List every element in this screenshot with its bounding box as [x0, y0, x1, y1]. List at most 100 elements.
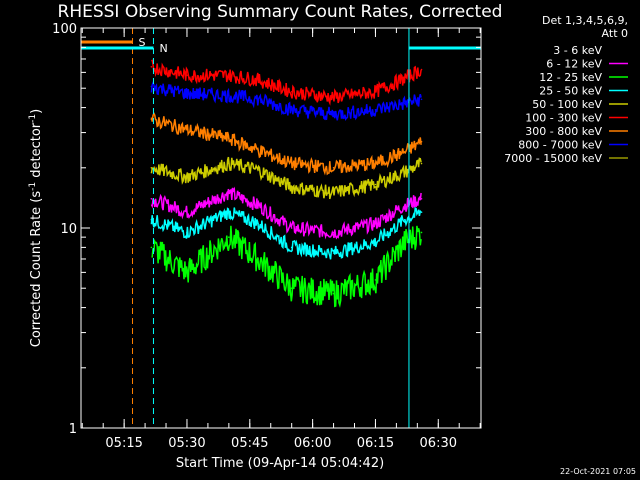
data-point: [150, 65, 153, 68]
x-tick-label: 05:45: [231, 436, 268, 451]
data-point: [403, 171, 406, 174]
legend-header-line-2: Att 0: [602, 27, 628, 40]
data-point: [403, 204, 406, 207]
x-axis: 05:15 05:30 05:45 06:00 06:15 06:30: [81, 28, 481, 451]
data-point: [150, 246, 153, 249]
data-point: [290, 227, 293, 229]
flag-label: N: [159, 42, 167, 55]
data-point: [420, 98, 423, 101]
data-point: [374, 108, 377, 111]
data-point: [420, 162, 423, 165]
y-axis-label-end: ): [29, 109, 44, 114]
y-axis: 1 10 100: [52, 22, 481, 437]
data-point: [403, 102, 406, 105]
data-point: [186, 113, 188, 116]
data-point: [257, 98, 259, 101]
data-point: [257, 169, 259, 171]
data-point: [228, 191, 230, 194]
data-point: [228, 137, 230, 140]
data-point: [257, 113, 259, 116]
data-point: [257, 149, 259, 151]
series-3-6-kev: [150, 102, 423, 143]
legend-label: 100 - 300 keV: [525, 112, 602, 125]
data-point: [374, 90, 377, 93]
data-point: [420, 68, 423, 71]
data-point: [257, 204, 259, 207]
series-line: [151, 59, 422, 106]
data-point: [186, 211, 188, 213]
y-axis-label: Corrected Count Rate (s-1 detector-1): [28, 109, 44, 347]
data-point: [420, 211, 423, 213]
data-point: [150, 106, 153, 109]
data-point: [374, 241, 377, 243]
legend-label: 300 - 800 keV: [525, 125, 602, 138]
series-100-300-kev: [150, 59, 423, 106]
legend-label: 12 - 25 keV: [539, 71, 602, 84]
data-point: [374, 162, 377, 165]
data-point: [290, 128, 293, 131]
legend-label: 25 - 50 keV: [539, 85, 602, 98]
series-line: [150, 102, 422, 143]
y-axis-label-mid: detector: [29, 122, 44, 182]
data-point: [228, 211, 230, 213]
data-point: [186, 74, 188, 77]
legend-label: 7000 - 15000 keV: [504, 152, 602, 165]
data-point: [332, 191, 335, 194]
data-point: [150, 118, 153, 120]
data-point: [420, 140, 423, 143]
data-point: [374, 128, 377, 131]
series-line: [151, 225, 422, 308]
data-point: [150, 197, 153, 200]
y-axis-label-sup-2: -1: [28, 114, 38, 123]
data-point: [228, 120, 230, 123]
data-point: [332, 113, 335, 116]
data-point: [290, 186, 293, 188]
series-25-50-kev: [150, 206, 423, 260]
data-point: [290, 287, 293, 290]
legend-label: 800 - 7000 keV: [518, 139, 602, 152]
series-line: [150, 156, 422, 200]
data-point: [228, 236, 230, 238]
data-point: [332, 96, 335, 99]
data-point: [374, 183, 377, 186]
data-point: [290, 108, 293, 111]
legend-label: 3 - 6 keV: [553, 44, 602, 57]
data-point: [150, 166, 153, 169]
data-point: [332, 292, 335, 295]
series-line: [150, 111, 422, 176]
data-point: [290, 246, 293, 249]
data-point: [290, 90, 293, 93]
y-axis-label-main: Corrected Count Rate (s: [29, 191, 44, 348]
data-point: [150, 85, 153, 88]
x-tick-label: 06:00: [294, 436, 331, 451]
data-point: [186, 128, 188, 131]
series-300-800-kev: [150, 111, 423, 176]
data-point: [420, 120, 423, 123]
series-6-12-kev: [150, 186, 423, 240]
footer-timestamp: 22-Oct-2021 07:05: [560, 467, 636, 476]
data-point: [374, 279, 377, 281]
data-point: [332, 134, 335, 137]
x-tick-label: 05:15: [105, 436, 142, 451]
data-point: [186, 231, 188, 234]
series-12-25-kev: [150, 225, 423, 308]
data-point: [186, 271, 188, 274]
y-tick-label: 100: [52, 22, 77, 37]
data-point: [228, 94, 230, 97]
x-tick-label: 06:15: [357, 436, 394, 451]
flag-label: S: [139, 36, 146, 49]
data-point: [403, 241, 406, 243]
x-axis-label: Start Time (09-Apr-14 05:04:42): [176, 456, 384, 471]
y-axis-label-sup-1: -1: [28, 182, 38, 191]
legend-header: Det 1,3,4,5,6,9, Att 0: [542, 14, 628, 40]
chart-title: RHESSI Observing Summary Count Rates, Co…: [58, 2, 503, 22]
data-point: [290, 162, 293, 165]
data-point: [332, 252, 335, 254]
data-point: [374, 222, 377, 225]
data-point: [228, 74, 230, 77]
data-point: [257, 79, 259, 81]
data-point: [403, 120, 406, 123]
data-point: [403, 77, 406, 80]
